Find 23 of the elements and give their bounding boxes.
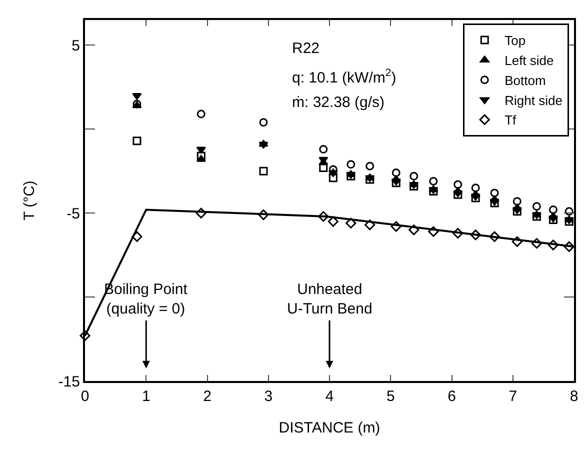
legend-label: Bottom: [504, 72, 546, 88]
x-tick-label: 7: [508, 388, 518, 405]
annotation: Unheated U-Turn Bend: [287, 281, 372, 318]
y-tick-label: -5: [66, 205, 80, 222]
x-tick-label: 4: [325, 388, 334, 405]
x-tick-label: 1: [142, 388, 150, 405]
legend-label: Tf: [504, 112, 517, 128]
legend-label: Left side: [504, 53, 554, 68]
y-tick-label: -15: [58, 373, 80, 390]
x-tick-label: 8: [570, 388, 578, 405]
annotation: R22: [292, 40, 320, 57]
x-tick-label: 5: [386, 388, 395, 405]
legend-label: Top: [504, 33, 526, 48]
y-tick-label: 5: [72, 37, 80, 54]
x-axis-title: DISTANCE (m): [278, 420, 380, 436]
annotation: q: 10.1 (kW/m$^{2}$): [292, 67, 396, 86]
legend-label: Right side: [504, 92, 562, 108]
annotation: ṁ: 32.38 (g/s): [292, 94, 385, 111]
x-tick-label: 6: [448, 388, 456, 405]
x-tick-label: 0: [80, 388, 90, 405]
x-tick-label: 2: [203, 388, 212, 405]
y-axis-title: T (°C): [21, 180, 38, 220]
x-tick-label: 3: [264, 388, 273, 405]
